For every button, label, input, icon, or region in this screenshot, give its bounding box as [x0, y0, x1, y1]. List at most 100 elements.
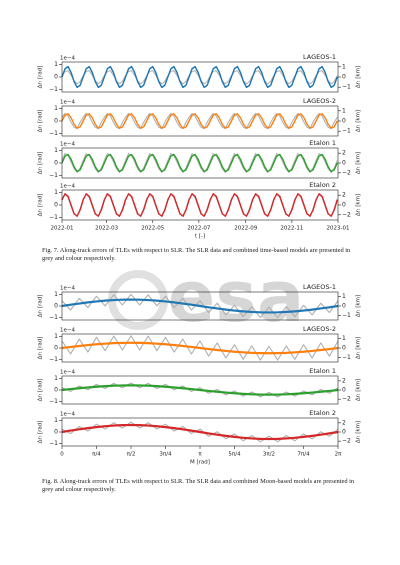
- x-tick-label: 2022-07: [187, 226, 210, 232]
- y-tick-label: −1: [49, 130, 58, 137]
- x-tick-label: 2π: [335, 452, 342, 458]
- data-line: [61, 153, 338, 173]
- y2-tick-label: 2: [342, 377, 346, 384]
- x-tick-label: π/4: [92, 452, 101, 458]
- x-tick-label: π/2: [127, 452, 136, 458]
- y2-tick-label: 1: [342, 107, 346, 114]
- axes-frame: [61, 105, 339, 137]
- y-tick-label: −1: [49, 314, 58, 321]
- y-tick-label: 1: [54, 61, 58, 68]
- y2-axis-label: Δrₜ [km]: [356, 66, 362, 88]
- y2-tick-label: 1: [342, 335, 346, 342]
- y-axis-label: Δrₜ [rad]: [38, 421, 44, 444]
- model-line: [61, 423, 339, 441]
- y2-tick-label: −2: [342, 396, 351, 403]
- offset-label: 1e−4: [60, 370, 75, 376]
- y-tick-label: −1: [49, 86, 58, 93]
- model-line: [61, 113, 338, 129]
- figure-caption: Fig. 7. Along-track errors of TLEs with …: [42, 247, 351, 262]
- offset-label: 1e−4: [60, 142, 75, 148]
- y2-axis-label: Δrₜ [km]: [356, 295, 362, 317]
- subplot-title: Etalon 1: [309, 367, 336, 375]
- y2-tick-label: −1: [342, 84, 351, 91]
- watermark: esa: [168, 256, 304, 338]
- figure-caption: Fig. 8. Along-track errors of TLEs with …: [42, 478, 355, 493]
- y2-tick-label: 2: [342, 419, 346, 426]
- model-line: [61, 65, 338, 89]
- y-axis-label: Δrₜ [rad]: [38, 379, 44, 402]
- y2-tick-label: −2: [342, 169, 351, 176]
- y-tick-label: −1: [49, 214, 58, 221]
- x-tick-label: 2022-05: [141, 226, 164, 232]
- y-tick-label: 0: [54, 160, 58, 167]
- offset-label: 1e−4: [60, 412, 75, 418]
- y2-tick-label: −1: [342, 312, 351, 319]
- y2-tick-label: 0: [342, 118, 346, 125]
- offset-label: 1e−4: [60, 56, 75, 62]
- y-tick-label: 0: [54, 345, 58, 352]
- y-tick-label: 1: [54, 291, 58, 298]
- y2-tick-label: −2: [342, 211, 351, 218]
- y2-tick-label: 0: [342, 345, 346, 352]
- y2-tick-label: 0: [342, 160, 346, 167]
- y-tick-label: 0: [54, 202, 58, 209]
- offset-label: 1e−4: [60, 328, 75, 334]
- model-line: [61, 153, 338, 173]
- y2-tick-label: 0: [342, 387, 346, 394]
- y2-tick-label: 0: [342, 202, 346, 209]
- y-tick-label: 0: [54, 387, 58, 394]
- y-tick-label: 1: [54, 147, 58, 154]
- y2-axis-label: Δrₜ [km]: [356, 110, 362, 132]
- y-tick-label: 0: [54, 303, 58, 310]
- subplot-title: LAGEOS-2: [303, 97, 336, 105]
- y-tick-label: 1: [54, 105, 58, 112]
- y-tick-label: 1: [54, 375, 58, 382]
- y-axis-label: Δrₜ [rad]: [38, 337, 44, 360]
- y-axis-label: Δrₜ [rad]: [38, 194, 44, 217]
- y2-tick-label: −1: [342, 354, 351, 361]
- y2-axis-label: Δrₜ [km]: [356, 337, 362, 359]
- axes-frame: [61, 189, 339, 221]
- y2-tick-label: 1: [342, 63, 346, 70]
- x-tick-label: 3π/2: [263, 452, 275, 458]
- y2-axis-label: Δrₜ [km]: [356, 379, 362, 401]
- subplot-title: Etalon 2: [309, 181, 336, 189]
- x-tick-label: 7π/4: [297, 452, 310, 458]
- subplot-title: LAGEOS-1: [303, 53, 336, 61]
- x-axis-label: M [rad]: [190, 460, 210, 466]
- offset-label: 1e−4: [60, 184, 75, 190]
- y-axis-label: Δrₜ [rad]: [38, 110, 44, 133]
- y2-tick-label: 0: [342, 303, 346, 310]
- x-tick-label: 2023-01: [327, 226, 350, 232]
- y2-tick-label: 0: [342, 429, 346, 436]
- axes-frame: [61, 291, 339, 321]
- x-tick-label: 2022-01: [51, 226, 74, 232]
- subplot-title: Etalon 1: [309, 139, 336, 147]
- y2-tick-label: −2: [342, 438, 351, 445]
- axes-frame: [61, 333, 339, 363]
- y-tick-label: 0: [54, 118, 58, 125]
- model-line: [61, 384, 339, 396]
- model-line: [61, 193, 338, 217]
- y-tick-label: −1: [49, 356, 58, 363]
- model-line: [61, 298, 339, 314]
- model-line: [61, 341, 339, 355]
- axes-frame: [61, 375, 339, 405]
- y-tick-label: −1: [49, 172, 58, 179]
- y2-axis-label: Δrₜ [km]: [356, 421, 362, 443]
- x-tick-label: 0: [60, 452, 64, 458]
- subplot-title: LAGEOS-1: [303, 283, 336, 291]
- axes-frame: [61, 61, 339, 93]
- data-line: [61, 335, 339, 361]
- x-axis-label: t [-]: [195, 234, 205, 240]
- x-tick-label: π: [198, 452, 202, 458]
- y-tick-label: 1: [54, 189, 58, 196]
- y2-tick-label: 2: [342, 150, 346, 157]
- data-line: [61, 293, 339, 319]
- y2-tick-label: 2: [342, 192, 346, 199]
- data-line: [61, 112, 338, 130]
- x-tick-label: 5π/4: [228, 452, 241, 458]
- y-tick-label: −1: [49, 440, 58, 447]
